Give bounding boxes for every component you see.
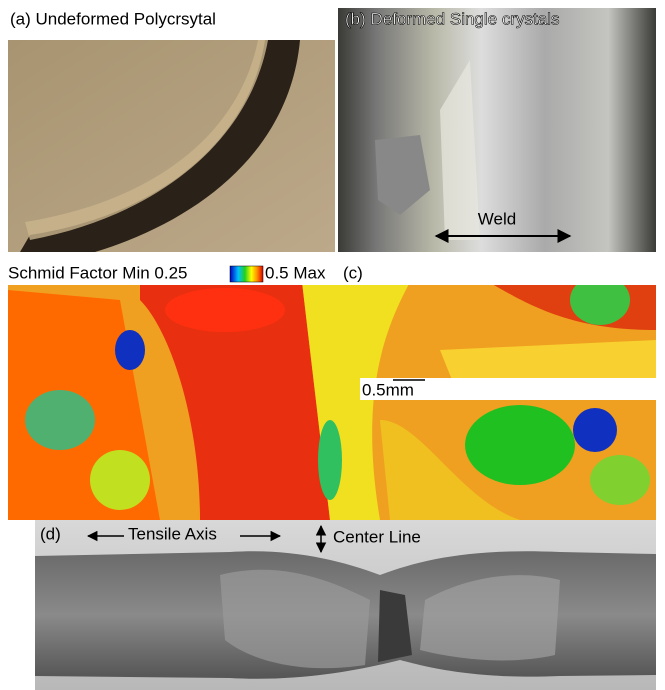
panel-c-label: (c)	[343, 263, 363, 282]
panel-a-label: (a) Undeformed Polycrsytal	[10, 9, 216, 28]
panel-a: (a) Undeformed Polycrsytal	[8, 9, 335, 252]
grain	[318, 420, 342, 500]
grain	[573, 408, 617, 452]
center-line-label: Center Line	[333, 527, 421, 546]
scale-label: 0.5mm	[362, 380, 414, 399]
grain	[590, 455, 650, 505]
grain	[25, 390, 95, 450]
panel-c: Schmid Factor Min 0.25 0.5 Max (c) 0.5mm	[8, 263, 656, 520]
panel-b: (b) Deformed Single crystals Weld	[338, 8, 656, 252]
panel-b-label: (b) Deformed Single crystals	[345, 9, 559, 28]
colorbar-max: 0.5 Max	[265, 263, 326, 282]
grain	[115, 330, 145, 370]
colorbar	[230, 266, 263, 282]
figure: (a) Undeformed Polycrsytal (b) Deformed …	[0, 0, 665, 690]
grain	[465, 405, 575, 485]
grain	[90, 450, 150, 510]
panel-d: (d) Tensile Axis Center Line	[35, 520, 656, 690]
weld-label: Weld	[478, 209, 516, 228]
tensile-axis-label: Tensile Axis	[128, 524, 217, 543]
colorbar-title: Schmid Factor Min 0.25	[8, 263, 188, 282]
grain	[165, 288, 285, 332]
panel-d-label: (d)	[40, 524, 61, 543]
